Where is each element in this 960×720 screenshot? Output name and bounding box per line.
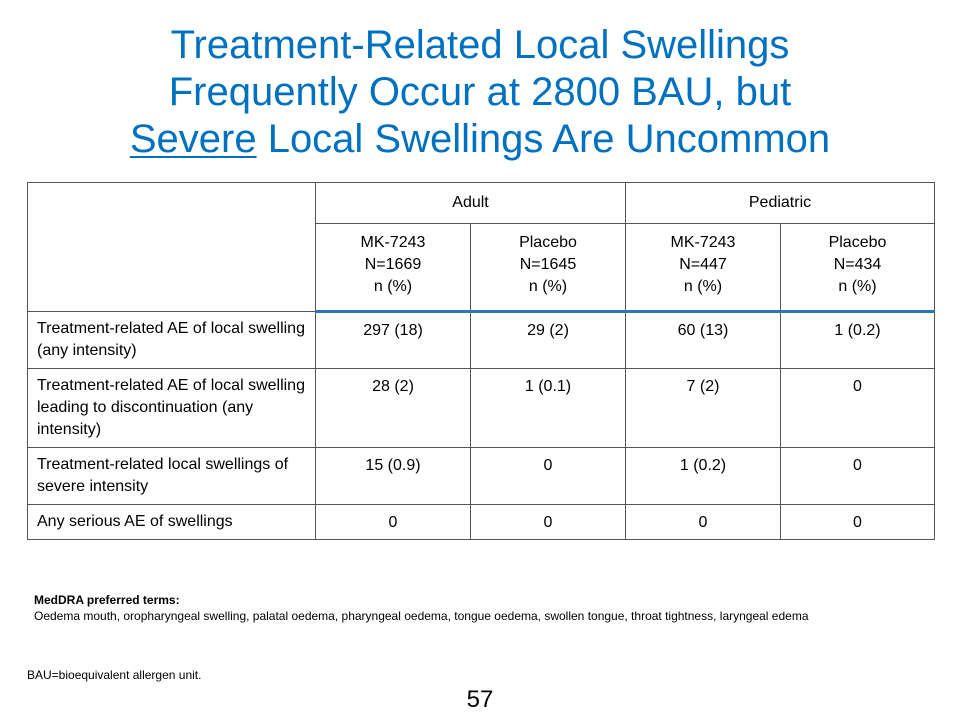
footnote: BAU=bioequivalent allergen unit. <box>27 668 202 682</box>
meddra-notes: MedDRA preferred terms: Oedema mouth, or… <box>34 592 914 624</box>
title-underlined-word: Severe <box>129 117 257 161</box>
column-header: MK-7243 N=1669 n (%) <box>315 223 471 313</box>
title-line-3: Severe Local Swellings Are Uncommon <box>0 116 960 163</box>
table-cell: 0 <box>780 447 935 505</box>
row-label: Treatment-related AE of local swelling (… <box>27 311 316 369</box>
row-label: Any serious AE of swellings <box>27 504 316 540</box>
swelling-results-table: Adult Pediatric MK-7243 N=1669 n (%) Place… <box>27 182 935 540</box>
table-cell: 28 (2) <box>315 368 471 448</box>
table-cell: 0 <box>470 504 626 540</box>
column-name: MK-7243 <box>670 234 736 251</box>
title-line-2: Frequently Occur at 2800 BAU, but <box>168 70 792 114</box>
table-cell: 60 (13) <box>625 311 781 369</box>
row-label: Treatment-related AE of local swelling l… <box>27 368 316 448</box>
table-row: Treatment-related AE of local swelling (… <box>27 311 935 369</box>
column-n: N=447 <box>679 256 727 273</box>
table-column-header-row: MK-7243 N=1669 n (%) Placebo N=1645 n (%) MK… <box>28 223 935 313</box>
column-header: Placebo N=434 n (%) <box>780 223 935 313</box>
table-cell: 0 <box>780 368 935 448</box>
column-unit: n (%) <box>683 278 723 295</box>
table-group-header-row: Adult Pediatric <box>27 182 935 312</box>
table-cell: 0 <box>470 447 626 505</box>
table-cell: 7 (2) <box>625 368 781 448</box>
column-name: Placebo <box>519 234 577 251</box>
group-header-pediatric: Pediatric <box>625 182 935 224</box>
table-row: Treatment-related AE of local swelling l… <box>27 368 935 448</box>
table-row: Any serious AE of swellings 0 0 0 0 <box>27 504 935 540</box>
title-line-3-rest: Local Swellings Are Uncommon <box>256 117 831 161</box>
column-n: N=1645 <box>519 256 577 273</box>
table-cell: 0 <box>780 504 935 540</box>
column-name: Placebo <box>828 234 887 251</box>
column-unit: n (%) <box>373 278 413 295</box>
column-header: Placebo N=1645 n (%) <box>470 223 626 313</box>
blank-header-cell <box>27 182 316 312</box>
page-number: 57 <box>466 686 494 713</box>
column-name: MK-7243 <box>360 234 426 251</box>
column-n: N=434 <box>833 256 882 273</box>
column-header: MK-7243 N=447 n (%) <box>625 223 781 313</box>
table-cell: 1 (0.2) <box>780 311 935 369</box>
table-cell: 0 <box>625 504 781 540</box>
group-header-adult: Adult <box>315 182 626 224</box>
column-unit: n (%) <box>528 278 568 295</box>
column-unit: n (%) <box>838 278 877 295</box>
row-label: Treatment-related local swellings of sev… <box>27 447 316 505</box>
table-row: Treatment-related local swellings of sev… <box>27 447 935 505</box>
notes-text: Oedema mouth, oropharyngeal swelling, pa… <box>34 609 809 623</box>
table-cell: 1 (0.1) <box>470 368 626 448</box>
table-cell: 1 (0.2) <box>625 447 781 505</box>
table-cell: 15 (0.9) <box>315 447 471 505</box>
table-cell: 0 <box>315 504 471 540</box>
notes-heading: MedDRA preferred terms: <box>34 593 180 607</box>
slide-title: Treatment-Related Local Swellings Freque… <box>0 22 960 163</box>
title-line-1: Treatment-Related Local Swellings <box>170 23 790 67</box>
table-cell: 29 (2) <box>470 311 626 369</box>
table-cell: 297 (18) <box>315 311 471 369</box>
column-n: N=1669 <box>364 256 422 273</box>
